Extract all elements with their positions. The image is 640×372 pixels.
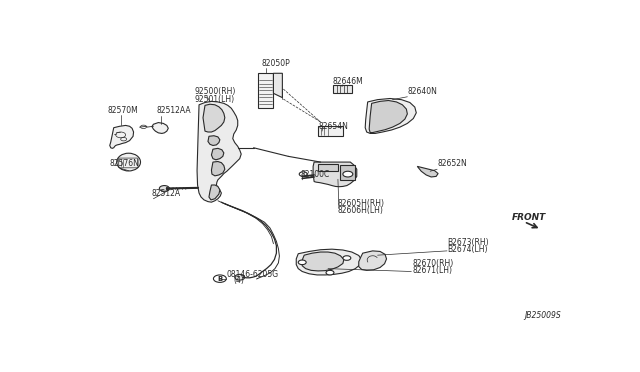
Text: B: B [217, 276, 223, 282]
Ellipse shape [116, 153, 141, 171]
Text: 82576N: 82576N [110, 159, 140, 168]
Polygon shape [365, 99, 416, 134]
Polygon shape [211, 148, 224, 160]
Polygon shape [110, 125, 134, 148]
Polygon shape [333, 85, 352, 93]
Text: 82605H(RH): 82605H(RH) [338, 199, 385, 208]
Polygon shape [313, 162, 356, 187]
Polygon shape [318, 164, 338, 171]
Polygon shape [296, 249, 362, 275]
Circle shape [298, 260, 306, 264]
Text: 82100C: 82100C [301, 170, 330, 179]
Text: 82670(RH): 82670(RH) [412, 259, 454, 268]
Text: 82640N: 82640N [408, 87, 437, 96]
Polygon shape [197, 101, 241, 202]
Polygon shape [369, 100, 408, 132]
Text: 92501(LH): 92501(LH) [194, 95, 234, 104]
Circle shape [326, 270, 334, 275]
Polygon shape [257, 73, 273, 108]
Text: 82671(LH): 82671(LH) [412, 266, 452, 275]
Circle shape [300, 172, 307, 176]
Text: 82646M: 82646M [333, 77, 364, 86]
Polygon shape [208, 136, 220, 145]
Circle shape [235, 275, 244, 280]
Polygon shape [209, 185, 220, 200]
Text: 92500(RH): 92500(RH) [194, 87, 236, 96]
Text: B2673(RH): B2673(RH) [447, 238, 489, 247]
Polygon shape [340, 165, 355, 180]
Circle shape [343, 171, 353, 177]
Text: 08146-6205G: 08146-6205G [227, 270, 278, 279]
Text: B2674(LH): B2674(LH) [447, 245, 488, 254]
Polygon shape [302, 252, 344, 271]
Polygon shape [203, 104, 225, 132]
Circle shape [159, 186, 169, 191]
Text: JB25009S: JB25009S [524, 311, 561, 320]
Polygon shape [359, 251, 387, 270]
Text: 82570M: 82570M [108, 106, 138, 115]
Circle shape [343, 256, 351, 260]
Text: 82652N: 82652N [437, 159, 467, 168]
Polygon shape [318, 126, 343, 136]
Text: 82050P: 82050P [262, 58, 291, 68]
Polygon shape [152, 122, 168, 134]
Text: 82512A: 82512A [152, 189, 181, 198]
Text: (4): (4) [234, 276, 244, 285]
Text: 82606H(LH): 82606H(LH) [338, 206, 384, 215]
Text: 82654N: 82654N [318, 122, 348, 131]
Circle shape [213, 275, 227, 282]
Text: FRONT: FRONT [511, 213, 546, 222]
Polygon shape [417, 166, 438, 177]
Polygon shape [273, 73, 282, 97]
Text: 82512AA: 82512AA [157, 106, 191, 115]
Polygon shape [211, 161, 225, 176]
